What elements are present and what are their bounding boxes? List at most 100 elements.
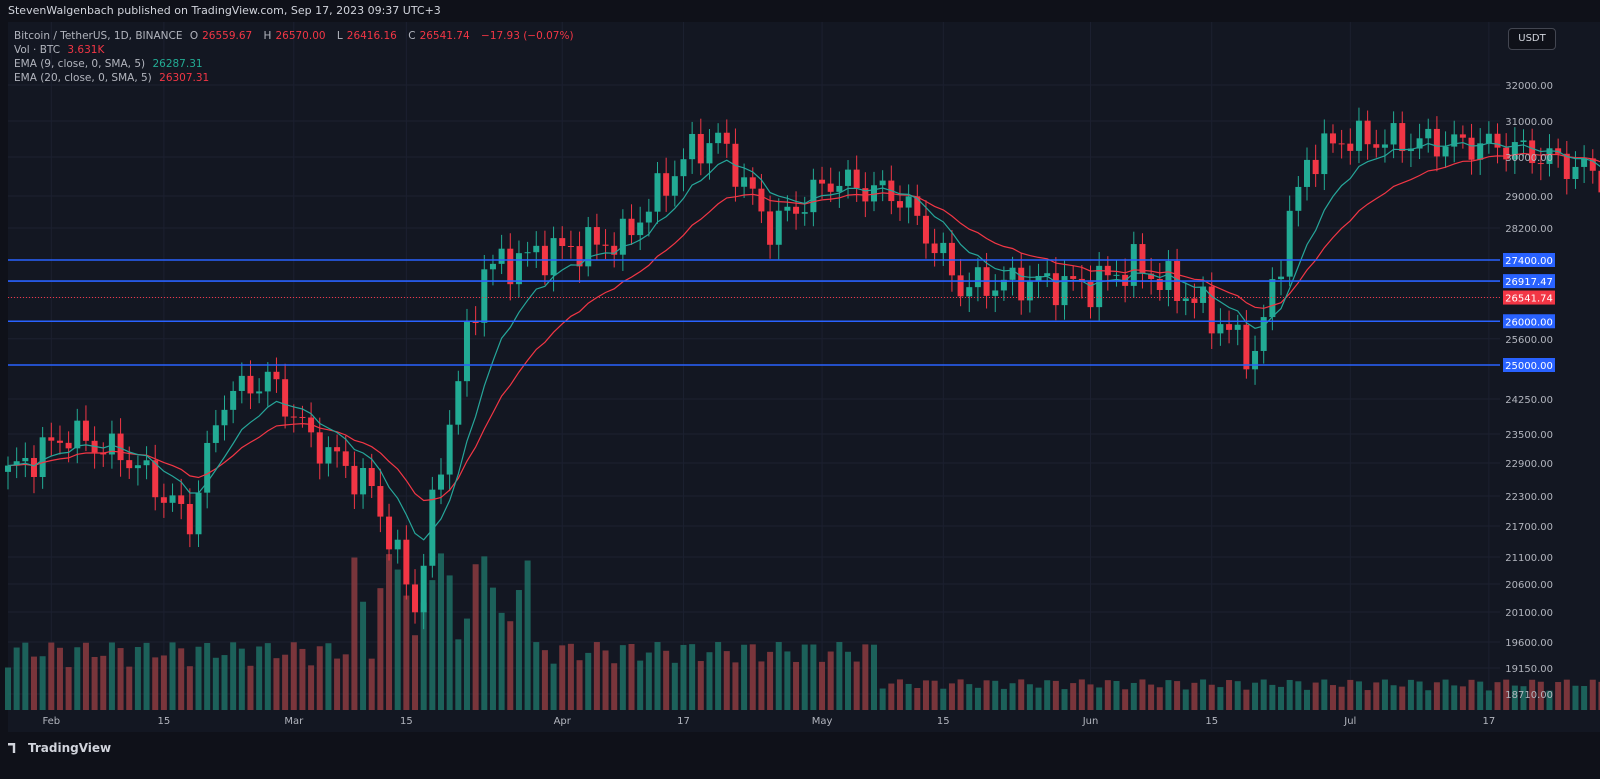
candle-body[interactable] [1425,128,1432,139]
candle-body[interactable] [351,465,358,495]
candle-body[interactable] [1312,159,1319,175]
candle-body[interactable] [871,185,877,202]
candle-body[interactable] [498,248,505,264]
candle-body[interactable] [108,433,115,455]
candle-body[interactable] [1243,324,1250,370]
candle-body[interactable] [654,173,661,212]
candle-body[interactable] [637,222,644,236]
candle-body[interactable] [82,420,89,441]
candle-body[interactable] [1286,210,1293,277]
candle-body[interactable] [810,179,817,213]
candle-body[interactable] [1018,267,1025,301]
candle-body[interactable] [775,210,782,245]
candle-body[interactable] [957,275,964,297]
candle-body[interactable] [784,206,791,211]
candle-body[interactable] [1260,317,1267,351]
candle-body[interactable] [1563,153,1570,180]
candle-body[interactable] [489,263,496,270]
candle-body[interactable] [126,460,133,469]
candle-body[interactable] [1338,143,1345,145]
candle-body[interactable] [524,252,531,254]
candle-body[interactable] [65,442,72,449]
candle-body[interactable] [1182,298,1189,301]
candle-body[interactable] [758,188,765,212]
candle-body[interactable] [273,371,280,380]
candle-body[interactable] [264,371,271,392]
candle-body[interactable] [827,183,834,192]
candle-body[interactable] [1035,275,1042,282]
candle-body[interactable] [195,492,202,535]
candle-body[interactable] [342,451,349,466]
candle-body[interactable] [1468,137,1475,160]
candle-body[interactable] [1156,278,1163,290]
candle-body[interactable] [1321,133,1328,175]
candle-body[interactable] [1061,276,1068,306]
candle-body[interactable] [1364,120,1371,145]
candle-body[interactable] [602,244,609,246]
candle-body[interactable] [741,177,748,187]
candle-body[interactable] [1208,286,1215,334]
candle-body[interactable] [463,321,470,382]
candle-body[interactable] [334,447,341,452]
candle-body[interactable] [1589,158,1596,171]
candle-body[interactable] [819,179,826,184]
candle-body[interactable] [1451,134,1458,147]
candle-body[interactable] [767,211,774,245]
candle-body[interactable] [238,375,245,391]
candle-body[interactable] [1485,133,1492,144]
candle-body[interactable] [1459,134,1466,138]
candle-body[interactable] [533,245,540,253]
candle-body[interactable] [715,132,722,144]
candle-body[interactable] [134,465,141,469]
candle-body[interactable] [689,133,696,160]
candle-body[interactable] [706,143,713,164]
candle-body[interactable] [1009,267,1016,280]
candle-body[interactable] [1070,276,1077,279]
candle-body[interactable] [593,227,600,245]
candle-body[interactable] [455,381,462,425]
candle-body[interactable] [30,457,37,478]
candle-body[interactable] [836,185,843,192]
candle-body[interactable] [611,245,618,255]
candle-body[interactable] [1537,163,1544,165]
candle-body[interactable] [1234,324,1241,330]
ema20-line[interactable] [7,152,1600,502]
candle-body[interactable] [948,242,955,276]
candle-body[interactable] [152,460,159,498]
candle-body[interactable] [801,212,808,214]
candle-body[interactable] [671,176,678,196]
candle-body[interactable] [1096,265,1103,308]
candle-body[interactable] [1052,273,1059,306]
candle-body[interactable] [74,420,81,449]
candle-body[interactable] [749,177,756,189]
candle-body[interactable] [1278,276,1285,280]
candle-body[interactable] [1269,279,1276,318]
candle-body[interactable] [645,211,652,223]
candle-body[interactable] [663,173,670,196]
tradingview-logo[interactable]: TradingView [8,741,111,755]
candle-body[interactable] [1598,170,1600,193]
candle-body[interactable] [914,196,921,216]
candle-body[interactable] [481,269,488,323]
volume-label[interactable]: Vol · BTC [14,44,61,56]
candle-body[interactable] [680,159,687,177]
candle-body[interactable] [212,425,219,443]
candle-body[interactable] [619,218,626,255]
candle-body[interactable] [845,169,852,186]
candle-body[interactable] [1295,186,1302,211]
candle-body[interactable] [1494,133,1501,148]
candle-body[interactable] [1581,158,1588,167]
candle-body[interactable] [1044,273,1051,276]
candle-body[interactable] [1373,144,1380,148]
candle-body[interactable] [178,495,185,504]
candle-body[interactable] [697,133,704,164]
candle-body[interactable] [905,196,912,208]
candle-body[interactable] [316,432,323,464]
candle-body[interactable] [559,238,566,246]
candle-body[interactable] [1113,274,1120,276]
candle-body[interactable] [585,227,592,267]
candle-body[interactable] [576,246,583,267]
candle-body[interactable] [204,442,211,493]
candle-body[interactable] [1000,279,1007,291]
candle-body[interactable] [169,495,176,503]
